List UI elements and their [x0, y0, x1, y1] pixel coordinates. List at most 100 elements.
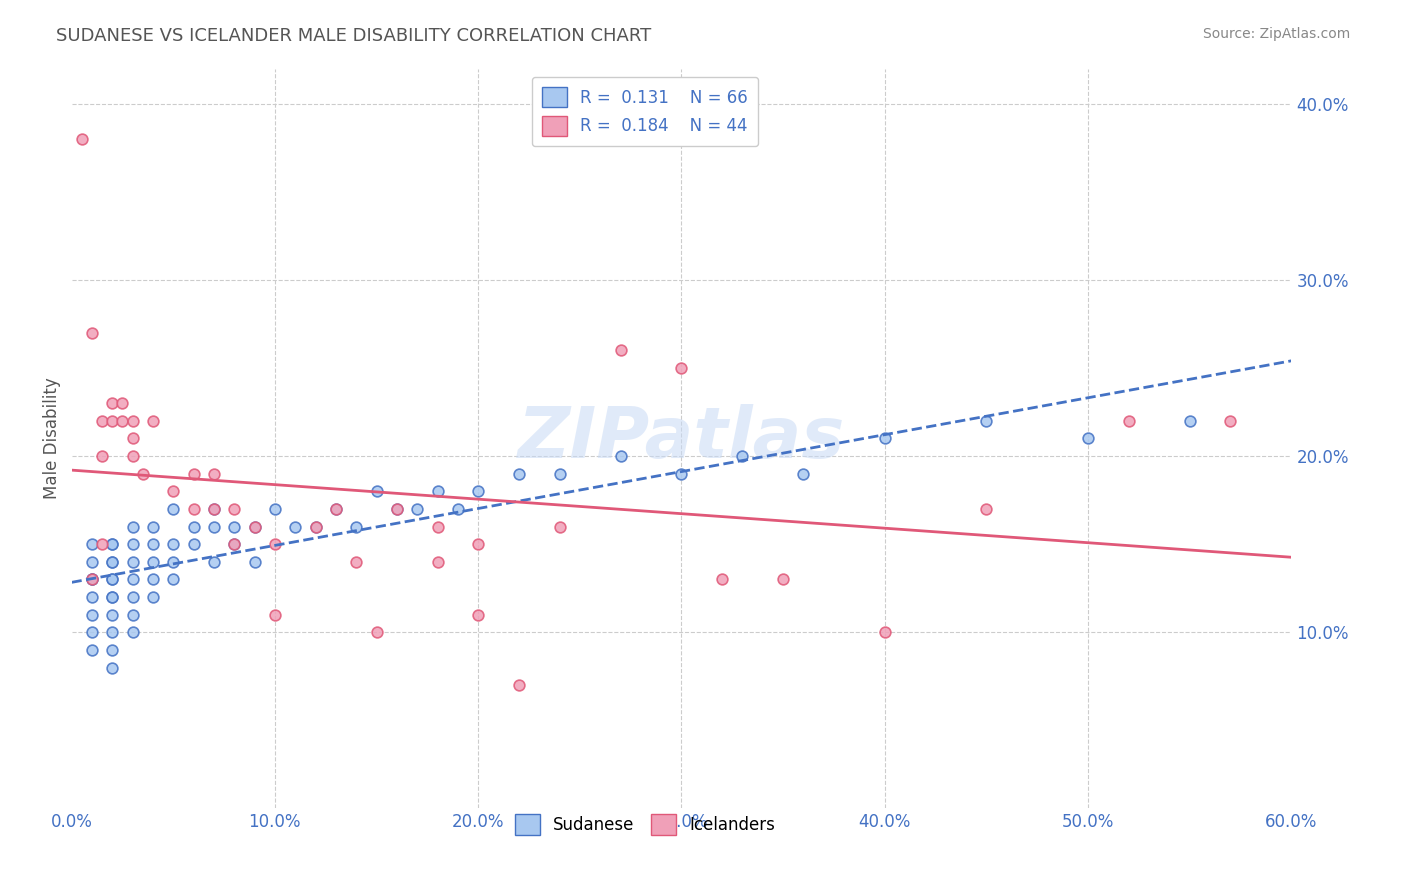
Point — [467, 607, 489, 622]
Point — [80, 573, 103, 587]
Point — [426, 519, 449, 533]
Point — [101, 537, 124, 551]
Point — [101, 625, 124, 640]
Point — [263, 537, 285, 551]
Point — [976, 502, 998, 516]
Point — [467, 484, 489, 499]
Point — [202, 502, 225, 516]
Point — [344, 555, 367, 569]
Point — [263, 607, 285, 622]
Point — [101, 555, 124, 569]
Point — [80, 573, 103, 587]
Point — [183, 502, 205, 516]
Point — [70, 132, 93, 146]
Point — [609, 343, 631, 358]
Point — [224, 537, 246, 551]
Point — [366, 625, 388, 640]
Point — [80, 573, 103, 587]
Point — [202, 467, 225, 481]
Point — [609, 449, 631, 463]
Point — [80, 326, 103, 340]
Point — [385, 502, 408, 516]
Point — [202, 519, 225, 533]
Point — [263, 502, 285, 516]
Point — [426, 484, 449, 499]
Point — [304, 519, 326, 533]
Point — [121, 537, 143, 551]
Point — [508, 467, 530, 481]
Point — [162, 484, 184, 499]
Point — [142, 555, 165, 569]
Point — [101, 573, 124, 587]
Point — [385, 502, 408, 516]
Point — [406, 502, 429, 516]
Point — [366, 484, 388, 499]
Point — [1219, 414, 1241, 428]
Point — [426, 555, 449, 569]
Text: ZIPatlas: ZIPatlas — [517, 404, 845, 473]
Point — [80, 555, 103, 569]
Text: SUDANESE VS ICELANDER MALE DISABILITY CORRELATION CHART: SUDANESE VS ICELANDER MALE DISABILITY CO… — [56, 27, 651, 45]
Point — [224, 537, 246, 551]
Point — [792, 467, 814, 481]
Point — [142, 573, 165, 587]
Point — [131, 467, 153, 481]
Text: Source: ZipAtlas.com: Source: ZipAtlas.com — [1202, 27, 1350, 41]
Point — [101, 590, 124, 604]
Point — [548, 467, 571, 481]
Point — [142, 590, 165, 604]
Point — [91, 449, 114, 463]
Point — [121, 449, 143, 463]
Point — [711, 573, 734, 587]
Point — [731, 449, 754, 463]
Point — [121, 573, 143, 587]
Point — [80, 590, 103, 604]
Point — [304, 519, 326, 533]
Point — [101, 396, 124, 410]
Legend: Sudanese, Icelanders: Sudanese, Icelanders — [505, 805, 785, 845]
Point — [80, 537, 103, 551]
Point — [142, 519, 165, 533]
Point — [121, 519, 143, 533]
Point — [467, 537, 489, 551]
Point — [243, 555, 266, 569]
Point — [243, 519, 266, 533]
Y-axis label: Male Disability: Male Disability — [44, 377, 60, 500]
Point — [671, 361, 693, 376]
Point — [80, 643, 103, 657]
Point — [121, 555, 143, 569]
Point — [183, 537, 205, 551]
Point — [101, 607, 124, 622]
Point — [162, 537, 184, 551]
Point — [121, 590, 143, 604]
Point — [1118, 414, 1140, 428]
Point — [243, 519, 266, 533]
Point — [344, 519, 367, 533]
Point — [162, 502, 184, 516]
Point — [447, 502, 470, 516]
Point — [101, 414, 124, 428]
Point — [162, 573, 184, 587]
Point — [1077, 432, 1099, 446]
Point — [101, 643, 124, 657]
Point — [80, 607, 103, 622]
Point — [202, 555, 225, 569]
Point — [101, 660, 124, 674]
Point — [101, 537, 124, 551]
Point — [111, 396, 134, 410]
Point — [284, 519, 307, 533]
Point — [142, 537, 165, 551]
Point — [162, 555, 184, 569]
Point — [671, 467, 693, 481]
Point — [183, 467, 205, 481]
Point — [101, 590, 124, 604]
Point — [91, 414, 114, 428]
Point — [873, 432, 896, 446]
Point — [224, 519, 246, 533]
Point — [183, 519, 205, 533]
Point — [202, 502, 225, 516]
Point — [772, 573, 794, 587]
Point — [111, 414, 134, 428]
Point — [91, 537, 114, 551]
Point — [142, 414, 165, 428]
